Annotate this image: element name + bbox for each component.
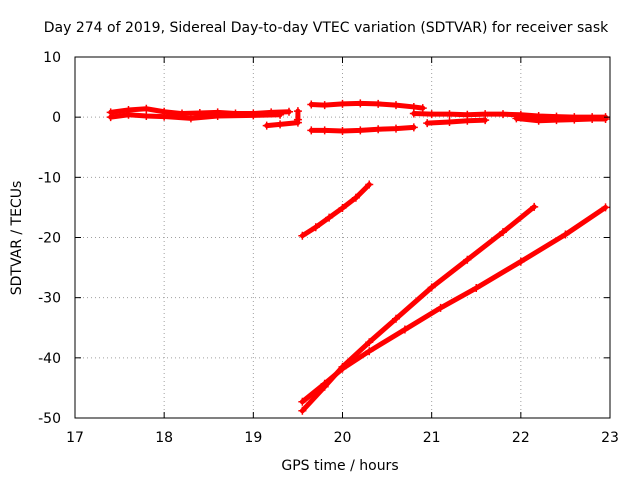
data-point xyxy=(307,100,316,109)
data-point xyxy=(400,325,409,334)
data-series xyxy=(106,110,285,123)
data-point xyxy=(293,115,302,124)
data-point xyxy=(570,115,579,124)
data-point xyxy=(293,107,302,116)
data-point xyxy=(374,125,383,134)
y-tick-label: -40 xyxy=(38,351,61,367)
data-point xyxy=(409,123,418,132)
data-point xyxy=(262,121,271,130)
data-point xyxy=(307,126,316,135)
data-point xyxy=(472,284,481,293)
data-point xyxy=(311,223,320,232)
axis-ticks: 17 18 19 20 21 22 23 10 0 -10 -20 -30 -40 -50 xyxy=(38,50,619,446)
data-series xyxy=(298,180,374,240)
data-point xyxy=(338,99,347,108)
data-series xyxy=(307,123,418,136)
data-point xyxy=(249,111,258,120)
data-point xyxy=(463,255,472,264)
x-tick-label: 21 xyxy=(423,430,441,446)
data-point xyxy=(325,213,334,222)
x-tick-label: 17 xyxy=(66,430,84,446)
data-point xyxy=(423,119,432,128)
data-point xyxy=(392,314,400,323)
data-trace xyxy=(299,182,372,239)
data-point xyxy=(392,124,400,133)
data-point xyxy=(124,110,133,119)
data-point xyxy=(320,126,329,135)
data-trace xyxy=(424,117,488,126)
data-point xyxy=(298,231,307,240)
data-point xyxy=(445,110,454,119)
data-point xyxy=(534,116,543,125)
data-point xyxy=(418,104,427,113)
data-point xyxy=(213,111,222,120)
data-point xyxy=(588,114,597,123)
y-tick-label: -30 xyxy=(38,291,61,307)
chart-title: Day 274 of 2019, Sidereal Day-to-day VTE… xyxy=(44,20,609,36)
data-point xyxy=(106,113,115,122)
data-point xyxy=(512,114,521,123)
data-point xyxy=(530,202,539,211)
data-point xyxy=(365,338,374,347)
data-point xyxy=(516,257,525,266)
y-tick-label: -20 xyxy=(38,231,61,247)
data-series xyxy=(298,203,610,406)
y-tick-label: -50 xyxy=(38,411,61,427)
data-point xyxy=(320,101,329,110)
x-axis-label: GPS time / hours xyxy=(281,458,398,474)
data-point xyxy=(409,109,418,118)
data-point xyxy=(320,379,329,388)
data-point xyxy=(601,114,610,123)
data-point xyxy=(142,104,151,113)
data-points xyxy=(106,99,610,415)
data-series xyxy=(293,107,302,124)
data-trace xyxy=(299,204,609,405)
data-point xyxy=(338,364,347,373)
y-tick-label: 0 xyxy=(52,110,61,126)
x-tick-label: 20 xyxy=(334,430,352,446)
data-point xyxy=(427,283,436,292)
data-point xyxy=(142,111,151,120)
data-point xyxy=(499,110,507,119)
data-point xyxy=(298,397,307,406)
data-point xyxy=(445,117,454,126)
data-point xyxy=(552,116,561,125)
data-point xyxy=(351,193,360,202)
data-point xyxy=(356,126,365,135)
data-point xyxy=(356,99,365,108)
data-point xyxy=(561,230,570,239)
data-point xyxy=(338,127,347,136)
data-point xyxy=(499,228,507,237)
data-point xyxy=(285,107,293,116)
data-point xyxy=(392,101,400,110)
x-tick-label: 19 xyxy=(244,430,262,446)
data-series xyxy=(512,114,610,125)
data-point xyxy=(160,112,169,121)
data-point xyxy=(601,203,610,212)
data-series xyxy=(423,116,490,128)
x-tick-label: 22 xyxy=(512,430,530,446)
x-tick-label: 18 xyxy=(155,430,173,446)
data-point xyxy=(276,110,285,119)
y-tick-label: -10 xyxy=(38,170,61,186)
data-point xyxy=(365,347,374,356)
data-point xyxy=(338,204,347,213)
data-point xyxy=(298,406,307,415)
y-tick-label: 10 xyxy=(43,50,61,66)
x-tick-label: 23 xyxy=(601,430,619,446)
data-series xyxy=(307,99,427,113)
data-point xyxy=(481,116,490,125)
data-point xyxy=(463,116,472,125)
data-point xyxy=(436,303,445,312)
data-point xyxy=(374,99,383,108)
y-axis-label: SDTVAR / TECUs xyxy=(9,181,25,296)
data-point xyxy=(276,120,285,129)
data-point xyxy=(186,114,195,123)
data-point xyxy=(365,180,374,189)
data-point xyxy=(427,110,436,119)
